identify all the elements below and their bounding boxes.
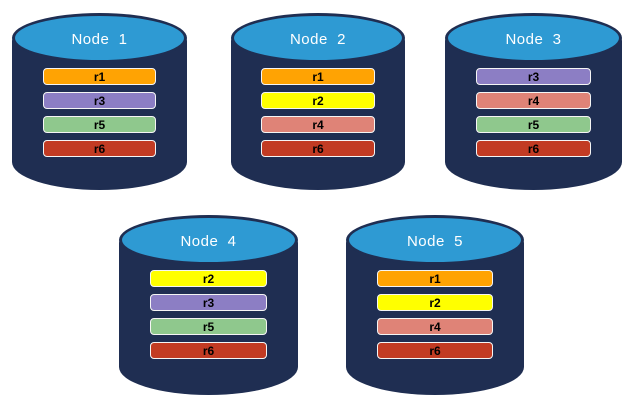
node-label: Node 1 bbox=[71, 30, 128, 48]
replica-bar-r5: r5 bbox=[475, 116, 592, 133]
replica-list: r3 r4 r5 r6 bbox=[445, 68, 622, 157]
node-label: Node 4 bbox=[180, 232, 237, 250]
replica-bar-r3: r3 bbox=[475, 68, 592, 85]
node-label: Node 5 bbox=[406, 232, 464, 250]
replica-bar-r1: r1 bbox=[261, 68, 375, 85]
replica-bar-r3: r3 bbox=[42, 92, 157, 109]
cylinder-top-ellipse: Node 1 bbox=[12, 13, 187, 63]
replica-bar-r1: r1 bbox=[42, 68, 157, 85]
replica-bar-r1: r1 bbox=[377, 270, 493, 287]
replica-list: r1 r3 r5 r6 bbox=[12, 68, 187, 157]
node-3-cylinder: Node 3 r3 r4 r5 r6 bbox=[445, 13, 622, 190]
node-label: Node 3 bbox=[505, 30, 562, 48]
replica-list: r2 r3 r5 r6 bbox=[119, 270, 298, 359]
replica-bar-r4: r4 bbox=[261, 116, 375, 133]
cylinder-top-ellipse: Node 3 bbox=[445, 13, 622, 63]
replica-bar-r5: r5 bbox=[42, 116, 157, 133]
node-2-cylinder: Node 2 r1 r2 r4 r6 bbox=[231, 13, 405, 190]
replica-bar-r2: r2 bbox=[377, 294, 493, 311]
replica-list: r1 r2 r4 r6 bbox=[346, 270, 524, 359]
replica-bar-r2: r2 bbox=[150, 270, 267, 287]
node-4-cylinder: Node 4 r2 r3 r5 r6 bbox=[119, 215, 298, 395]
replica-bar-r2: r2 bbox=[261, 92, 375, 109]
replica-bar-r6: r6 bbox=[150, 342, 267, 359]
replica-bar-r5: r5 bbox=[150, 318, 267, 335]
replica-bar-r4: r4 bbox=[377, 318, 493, 335]
cylinder-top-ellipse: Node 5 bbox=[346, 215, 524, 265]
replica-list: r1 r2 r4 r6 bbox=[231, 68, 405, 157]
replica-bar-r4: r4 bbox=[475, 92, 592, 109]
cylinder-body bbox=[119, 239, 298, 395]
node-label: Node 2 bbox=[289, 30, 347, 48]
cylinder-top-ellipse: Node 2 bbox=[231, 13, 405, 63]
node-1-cylinder: Node 1 r1 r3 r5 r6 bbox=[12, 13, 187, 190]
replica-bar-r3: r3 bbox=[150, 294, 267, 311]
node-5-cylinder: Node 5 r1 r2 r4 r6 bbox=[346, 215, 524, 395]
cylinder-body bbox=[346, 239, 524, 395]
replica-bar-r6: r6 bbox=[475, 140, 592, 157]
replica-bar-r6: r6 bbox=[377, 342, 493, 359]
replica-bar-r6: r6 bbox=[261, 140, 375, 157]
cylinder-top-ellipse: Node 4 bbox=[119, 215, 298, 265]
replica-bar-r6: r6 bbox=[42, 140, 157, 157]
